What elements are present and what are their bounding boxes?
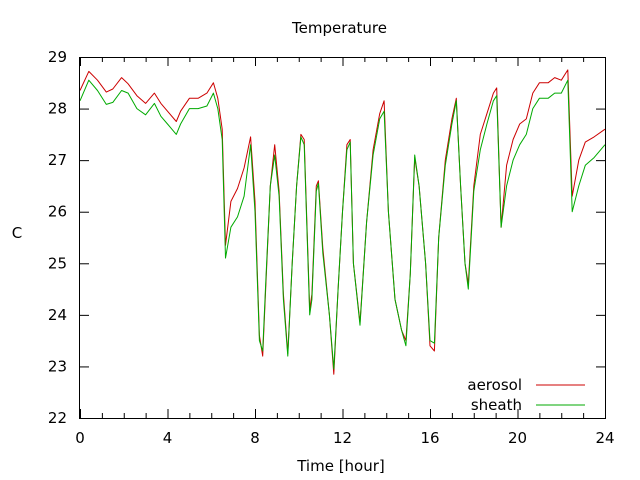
y-axis-label: C (12, 224, 22, 242)
y-tick-label: 24 (48, 306, 67, 324)
x-tick-label: 4 (163, 429, 173, 447)
plot-series (79, 69, 606, 375)
x-tick-label: 8 (250, 429, 260, 447)
y-tick-label: 26 (48, 203, 67, 221)
legend-label-aerosol: aerosol (467, 376, 522, 394)
x-axis-label: Time [hour] (296, 457, 385, 475)
y-tick-label: 27 (48, 151, 67, 169)
x-tick-label: 24 (595, 429, 614, 447)
y-tick-label: 25 (48, 254, 67, 272)
x-tick-label: 0 (75, 429, 85, 447)
plot-frame (79, 57, 606, 419)
legend-label-sheath: sheath (471, 396, 522, 414)
x-tick-label: 12 (333, 429, 352, 447)
x-tick-label: 20 (508, 429, 527, 447)
y-tick-label: 28 (48, 100, 67, 118)
chart-title: Temperature (291, 19, 387, 37)
series-line-sheath (79, 79, 606, 370)
y-tick-label: 22 (48, 409, 67, 427)
axis-ticks: 0 4 8 12 16 20 24 22 23 24 25 26 27 28 29 (48, 48, 615, 447)
y-tick-label: 23 (48, 357, 67, 375)
x-tick-label: 16 (420, 429, 439, 447)
chart-legend: aerosol sheath (467, 376, 585, 414)
y-tick-label: 29 (48, 48, 67, 66)
